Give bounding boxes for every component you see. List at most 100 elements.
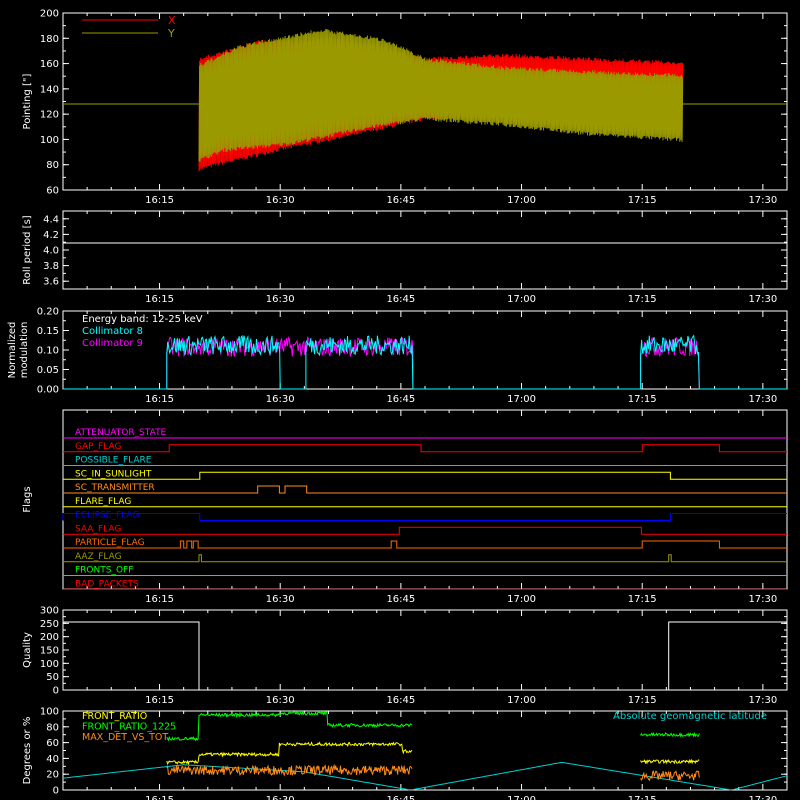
modulation-xtick-label: 17:30 bbox=[748, 394, 777, 405]
flag-line-sc-in-sunlight bbox=[63, 471, 787, 480]
flag-line-gap-flag bbox=[63, 444, 787, 453]
modulation-yaxis: 0.00 0.05 0.10 0.15 0.20 bbox=[37, 307, 787, 396]
flags-xtick-label: 16:30 bbox=[266, 594, 295, 605]
roll-ytick-label: 3.6 bbox=[43, 277, 59, 288]
pointing-xtick-label: 16:15 bbox=[145, 195, 174, 206]
roll-xtick-label: 16:45 bbox=[386, 294, 415, 305]
pointing-ytick-label: 80 bbox=[46, 160, 59, 171]
flags-xtick-label: 16:45 bbox=[386, 594, 415, 605]
ratios-ytick-label: 0 bbox=[53, 786, 59, 797]
quality-xtick-label: 17:00 bbox=[507, 695, 536, 706]
quality-ytick-label: 100 bbox=[40, 659, 59, 670]
quality-xtick-label: 16:30 bbox=[266, 695, 295, 706]
flags-xtick-label: 17:00 bbox=[507, 594, 536, 605]
quality-ytick-label: 300 bbox=[40, 606, 59, 617]
flag-label: SC_TRANSMITTER bbox=[75, 483, 155, 493]
pointing-xtick-label: 17:00 bbox=[507, 195, 536, 206]
ratios-xtick-label: 16:30 bbox=[266, 795, 295, 800]
flag-label: GAP_FLAG bbox=[75, 442, 121, 452]
ratios-ytick-label: 80 bbox=[46, 722, 59, 733]
modulation-axes: 16:15 16:30 16:45 17:00 17:15 17:30 bbox=[62, 310, 788, 405]
pointing-ylabel: Pointing ["] bbox=[22, 73, 33, 129]
pointing-series-y bbox=[198, 28, 684, 162]
modulation-xtick-label: 16:30 bbox=[266, 394, 295, 405]
modulation-xtick-label: 16:45 bbox=[386, 394, 415, 405]
quality-line bbox=[63, 621, 787, 691]
ratios-series-front-ratio-1225 bbox=[166, 710, 700, 742]
ratios-xtick-label: 17:30 bbox=[748, 795, 777, 800]
flag-line-saa-flag bbox=[63, 526, 787, 535]
ratios-ytick-label: 100 bbox=[40, 707, 59, 718]
pointing-ytick-label: 60 bbox=[46, 186, 59, 197]
modulation-ylabel-line2: modulation bbox=[19, 322, 30, 379]
pointing-yaxis: 60 80 100 120 140 160 180 200 bbox=[40, 9, 787, 197]
quality-xtick-label: 16:15 bbox=[145, 695, 174, 706]
ratios-xtick-label: 17:15 bbox=[628, 795, 657, 800]
roll-frame bbox=[62, 210, 788, 290]
ratios-geomagnetic-latitude bbox=[62, 761, 788, 791]
roll-xtick-label: 17:30 bbox=[748, 294, 777, 305]
pointing-xtick-label: 16:30 bbox=[266, 195, 295, 206]
flag-label: SC_IN_SUNLIGHT bbox=[75, 469, 152, 479]
ratios-legend-label: FRONT_RATIO bbox=[82, 711, 147, 722]
flags-ylabel: Flags bbox=[22, 486, 33, 512]
flag-line-sc-transmitter bbox=[63, 485, 787, 494]
ratios-yaxis: 0 20 40 60 80 100 bbox=[40, 707, 787, 797]
flag-label: POSSIBLE_FLARE bbox=[75, 456, 152, 466]
ratios-ytick-label: 20 bbox=[46, 770, 59, 781]
flag-label: PARTICLE_FLAG bbox=[75, 538, 145, 548]
flag-label: FRONTS_OFF bbox=[75, 566, 133, 576]
pointing-ytick-label: 160 bbox=[40, 59, 59, 70]
ratios-ytick-label: 60 bbox=[46, 738, 59, 749]
quality-ytick-label: 250 bbox=[40, 619, 59, 630]
roll-ytick-label: 4.2 bbox=[43, 230, 59, 241]
flag-line-aaz-flag bbox=[63, 554, 787, 563]
modulation-ytick-label: 0.20 bbox=[37, 307, 59, 318]
quality-xtick-label: 17:30 bbox=[748, 695, 777, 706]
modulation-ytick-label: 0.05 bbox=[37, 365, 59, 376]
roll-ylabel: Roll period [s] bbox=[22, 215, 33, 284]
flag-label: SAA_FLAG bbox=[75, 524, 121, 534]
ratios-ylabel: Degrees or % bbox=[22, 717, 33, 785]
ratios-legend-label: MAX_DET_VS_TOT bbox=[82, 732, 168, 743]
flag-label: ECLIPSE_FLAG bbox=[75, 511, 139, 521]
flag-label: BAD_PACKETS bbox=[75, 579, 139, 589]
modulation-ylabel-line1: Normalized bbox=[7, 322, 18, 379]
pointing-legend-label: X bbox=[168, 14, 176, 27]
flag-label: ATTENUATOR_STATE bbox=[75, 428, 167, 438]
roll-ytick-label: 4.4 bbox=[43, 214, 59, 225]
pointing-axes: 16:15 16:30 16:45 17:00 17:15 17:30 bbox=[62, 12, 788, 206]
pointing-legend-label: Y bbox=[167, 27, 175, 40]
modulation-ytick-label: 0.15 bbox=[37, 326, 59, 337]
roll-ytick-label: 4.0 bbox=[43, 246, 59, 257]
quality-ytick-label: 200 bbox=[40, 632, 59, 643]
modulation-legend-label: Collimator 8 bbox=[82, 326, 143, 337]
modulation-ytick-label: 0.10 bbox=[37, 346, 59, 357]
modulation-xtick-label: 16:15 bbox=[145, 394, 174, 405]
ratios-legend-right: Absolute geomagnetic latitude bbox=[613, 711, 767, 722]
flag-label: AAZ_FLAG bbox=[75, 552, 122, 562]
ratios-xtick-label: 16:45 bbox=[386, 795, 415, 800]
roll-yaxis: 3.6 3.8 4.0 4.2 4.4 bbox=[43, 210, 787, 290]
pointing-xtick-label: 16:45 bbox=[386, 195, 415, 206]
roll-xtick-label: 16:15 bbox=[145, 294, 174, 305]
modulation-series-collimator-8 bbox=[63, 334, 787, 390]
ratios-xtick-label: 17:00 bbox=[507, 795, 536, 800]
ratios-series-max-det-vs-tot bbox=[166, 763, 700, 782]
modulation-legend-title: Energy band: 12-25 keV bbox=[82, 314, 203, 325]
flag-line-eclipse-flag bbox=[62, 513, 787, 521]
pointing-ytick-label: 120 bbox=[40, 110, 59, 121]
flag-label: FLARE_FLAG bbox=[75, 497, 131, 507]
pointing-ytick-label: 200 bbox=[40, 9, 59, 20]
quality-ytick-label: 50 bbox=[46, 672, 59, 683]
pointing-ytick-label: 140 bbox=[40, 84, 59, 95]
quality-ylabel: Quality bbox=[22, 632, 33, 668]
ratios-ytick-label: 40 bbox=[46, 754, 59, 765]
quality-xtick-label: 16:45 bbox=[386, 695, 415, 706]
flags-xtick-label: 17:15 bbox=[628, 594, 657, 605]
roll-xtick-label: 17:00 bbox=[507, 294, 536, 305]
modulation-xtick-label: 17:00 bbox=[507, 394, 536, 405]
modulation-xtick-label: 17:15 bbox=[628, 394, 657, 405]
ratios-legend-label: FRONT_RATIO_1225 bbox=[82, 722, 176, 733]
